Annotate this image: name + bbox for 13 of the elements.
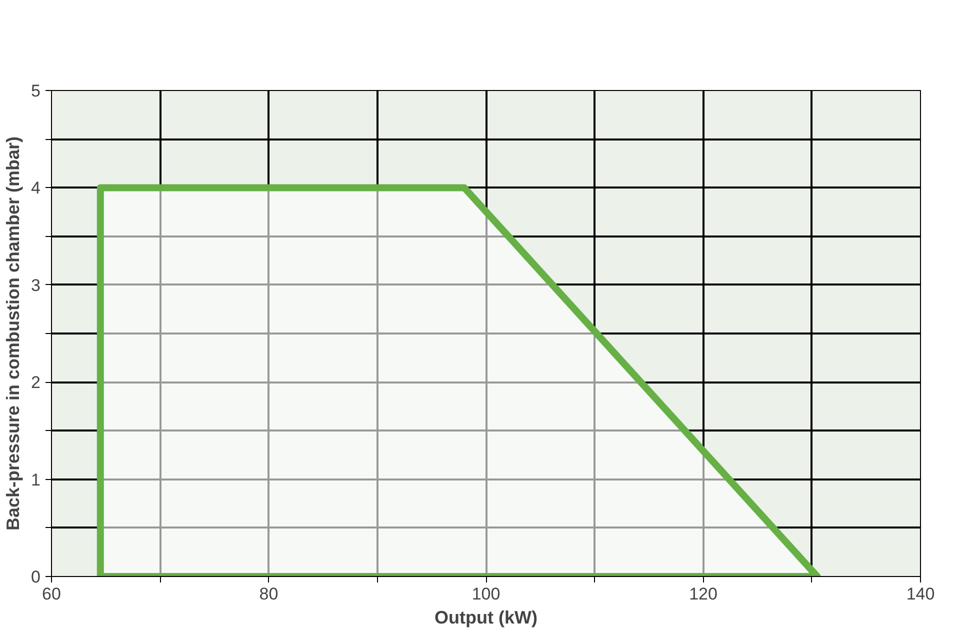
x-axis-title: Output (kW) [434,608,538,628]
x-tick-label: 140 [906,584,935,604]
y-tick-label: 1 [31,470,41,490]
x-tick-label: 60 [42,584,61,604]
y-axis-title: Back-pressure in combustion chamber (mbar) [3,136,24,531]
y-tick-label: 2 [31,373,41,392]
x-tick-label: 120 [689,584,718,604]
x-tick-label: 100 [472,584,500,604]
y-tick-label: 5 [31,82,41,100]
y-tick-label: 3 [31,276,41,295]
y-tick-label: 4 [31,178,41,198]
x-tick-label: 80 [259,584,278,604]
y-tick-label: 0 [31,568,41,586]
